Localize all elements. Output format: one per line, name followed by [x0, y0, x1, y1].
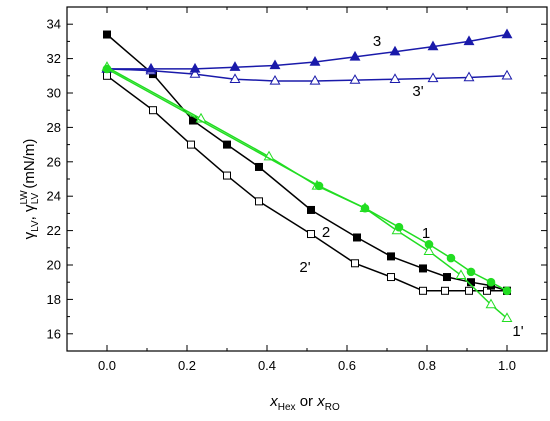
- x-tick-label: 0.4: [258, 358, 276, 373]
- x-axis-title-or: or: [296, 393, 318, 410]
- data-point: [351, 259, 359, 268]
- y-tick-label: 32: [47, 51, 61, 66]
- data-point: [389, 73, 401, 83]
- data-point: [486, 277, 496, 287]
- series-label-2: 2: [322, 224, 330, 241]
- series-label-1: 1: [422, 225, 430, 242]
- y-axis-title-sub-lv2: LV: [30, 192, 41, 204]
- data-point: [443, 273, 451, 282]
- data-point: [149, 106, 157, 115]
- data-point: [145, 62, 157, 73]
- x-axis-title-sub-ro: RO: [325, 402, 340, 413]
- data-point: [419, 286, 427, 295]
- data-point: [465, 286, 473, 295]
- data-point: [360, 203, 370, 213]
- data-point: [463, 71, 475, 82]
- data-point: [102, 64, 112, 74]
- x-tick-label: 0.2: [178, 358, 196, 373]
- y-tick-label: 22: [47, 223, 61, 238]
- data-point: [314, 181, 324, 191]
- y-axis-title-gamma2: γ: [21, 204, 38, 212]
- x-axis-title-x2: x: [316, 393, 325, 410]
- data-point: [309, 74, 321, 85]
- data-point: [187, 140, 195, 149]
- series-label-3-prime: 3': [412, 83, 423, 100]
- y-tick-label: 20: [47, 258, 61, 273]
- data-point: [427, 40, 439, 51]
- series-label-3: 3: [373, 33, 381, 50]
- data-point: [501, 312, 513, 323]
- y-axis-title-gamma1: γ: [21, 231, 38, 239]
- data-point: [229, 73, 241, 83]
- y-axis-title-unit: (mN/m): [21, 139, 38, 193]
- data-point: [502, 286, 512, 296]
- data-point: [349, 50, 361, 61]
- data-point: [189, 62, 201, 73]
- data-point: [309, 56, 321, 66]
- data-point: [419, 264, 427, 273]
- data-point: [307, 230, 315, 239]
- data-point: [223, 140, 231, 149]
- data-point: [103, 71, 111, 80]
- data-point: [387, 273, 395, 282]
- series-1: [102, 64, 512, 296]
- data-point: [269, 74, 281, 85]
- data-point: [501, 69, 513, 80]
- plot-marks: [101, 28, 513, 323]
- y-axis-title-sup-lw: LW: [19, 190, 30, 205]
- x-tick-label: 0.8: [418, 358, 436, 373]
- y-tick-label: 18: [47, 292, 61, 307]
- data-point: [446, 253, 456, 263]
- data-point: [189, 68, 201, 78]
- data-point: [424, 240, 434, 249]
- series-line: [106, 66, 508, 319]
- data-point: [394, 222, 404, 232]
- data-point: [389, 45, 401, 56]
- y-tick-label: 16: [47, 326, 61, 341]
- data-point: [463, 35, 475, 46]
- data-point: [229, 61, 241, 71]
- x-tick-label: 1.0: [498, 358, 516, 373]
- data-point: [255, 197, 263, 206]
- data-point: [441, 286, 449, 295]
- y-tick-label: 30: [47, 86, 61, 101]
- y-tick-label: 24: [47, 189, 61, 204]
- y-tick-label: 28: [47, 120, 61, 135]
- x-axis-title-x1: x: [269, 393, 278, 410]
- data-point: [103, 30, 111, 39]
- y-axis-title: γLV, γLWLV (mN/m): [19, 139, 41, 240]
- series-label-2-prime: 2': [299, 259, 310, 276]
- y-axis-title-comma: ,: [21, 212, 38, 220]
- data-point: [485, 298, 497, 309]
- y-tick-label: 26: [47, 154, 61, 169]
- data-point: [501, 28, 513, 39]
- data-point: [349, 74, 361, 84]
- data-point: [427, 72, 439, 83]
- data-point: [307, 205, 315, 214]
- x-tick-label: 0.6: [338, 358, 356, 373]
- y-tick-label: 34: [47, 17, 61, 32]
- y-axis-title-sub-lv1: LV: [30, 220, 41, 232]
- data-point: [353, 233, 361, 242]
- data-point: [269, 59, 281, 70]
- x-axis-title-sub-hex: Hex: [278, 402, 296, 413]
- series-label-1-prime: 1': [512, 323, 523, 340]
- data-point: [223, 171, 231, 180]
- data-point: [466, 267, 476, 277]
- data-point: [423, 245, 435, 255]
- data-point: [387, 252, 395, 261]
- data-point: [455, 269, 467, 280]
- x-tick-label: 0.0: [98, 358, 116, 373]
- data-point: [255, 162, 263, 171]
- x-axis-title: xHex or xRO: [269, 393, 340, 413]
